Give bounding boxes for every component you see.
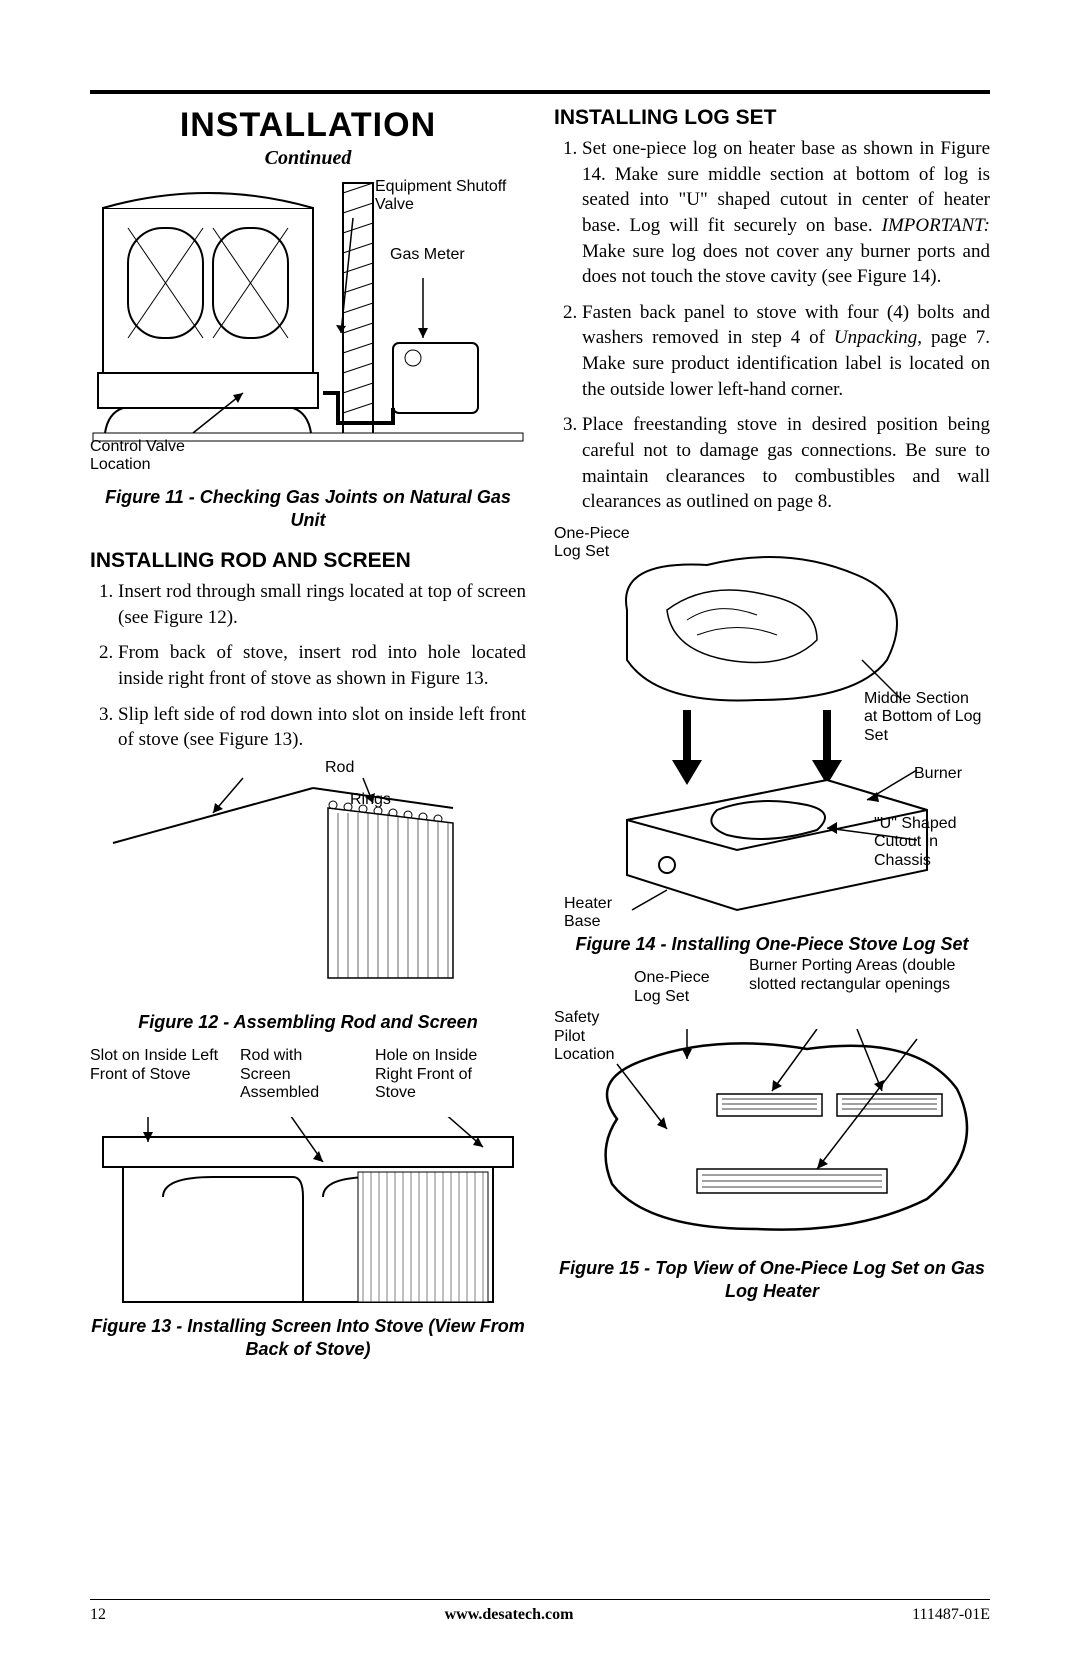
figure-12: Rod Rings (90, 763, 526, 1003)
rod-screen-steps: Insert rod through small rings located a… (90, 579, 526, 753)
footer-doc-id: 111487-01E (912, 1606, 990, 1624)
figure-12-diagram (90, 763, 526, 993)
label-u-cutout: "U" Shaped Cutout in Chassis (874, 815, 984, 870)
label-one-piece-15: One-Piece Log Set (634, 969, 724, 1006)
label-middle-section: Middle Section at Bottom of Log Set (864, 690, 984, 745)
page-title: INSTALLATION (90, 106, 526, 145)
label-control-valve: Control Valve Location (90, 438, 210, 475)
figure-13-diagram (90, 1117, 526, 1307)
left-column: INSTALLATION Continued (90, 106, 526, 1374)
figure-14-caption: Figure 14 - Installing One-Piece Stove L… (554, 933, 990, 956)
rod-step-1: Insert rod through small rings located a… (118, 579, 526, 630)
label-hole: Hole on Inside Right Front of Stove (375, 1047, 515, 1102)
page-footer: 12 www.desatech.com 111487-01E (90, 1599, 990, 1624)
footer-page-number: 12 (90, 1606, 106, 1624)
rod-step-2: From back of stove, insert rod into hole… (118, 640, 526, 691)
label-heater-base: Heater Base (564, 895, 634, 932)
log-step-2: Fasten back panel to stove with four (4)… (582, 300, 990, 403)
figure-13-caption: Figure 13 - Installing Screen Into Stove… (90, 1315, 526, 1360)
label-rod: Rod (325, 759, 354, 777)
continued-label: Continued (90, 147, 526, 170)
figure-11-caption: Figure 11 - Checking Gas Joints on Natur… (90, 486, 526, 531)
footer-url: www.desatech.com (445, 1606, 574, 1624)
rod-step-3: Slip left side of rod down into slot on … (118, 702, 526, 753)
rod-screen-heading: INSTALLING ROD AND SCREEN (90, 549, 526, 573)
right-column: INSTALLING LOG SET Set one-piece log on … (554, 106, 990, 1374)
figure-11: Equipment Shutoff Valve Gas Meter Contro… (90, 178, 526, 478)
label-burner: Burner (914, 765, 962, 783)
figure-13: Slot on Inside Left Front of Stove Rod w… (90, 1047, 526, 1307)
label-burner-porting: Burner Porting Areas (double slotted rec… (749, 957, 979, 994)
label-equip-shutoff: Equipment Shutoff Valve (375, 178, 510, 215)
two-column-layout: INSTALLATION Continued (90, 106, 990, 1374)
figure-15: One-Piece Log Set Burner Porting Areas (… (554, 969, 990, 1249)
label-slot: Slot on Inside Left Front of Stove (90, 1047, 220, 1084)
figure-14: One-Piece Log Set (554, 525, 990, 925)
figure-11-diagram (90, 178, 526, 448)
log-step-1: Set one-piece log on heater base as show… (582, 136, 990, 290)
label-rod-assembled: Rod with Screen Assembled (240, 1047, 350, 1102)
top-rule (90, 90, 990, 94)
figure-12-caption: Figure 12 - Assembling Rod and Screen (90, 1011, 526, 1034)
log-step-3: Place freestanding stove in desired posi… (582, 412, 990, 515)
log-set-heading: INSTALLING LOG SET (554, 106, 990, 130)
figure-15-diagram (554, 1029, 990, 1239)
label-gas-meter: Gas Meter (390, 246, 465, 264)
log-set-steps: Set one-piece log on heater base as show… (554, 136, 990, 515)
label-rings: Rings (350, 791, 391, 809)
figure-15-caption: Figure 15 - Top View of One-Piece Log Se… (554, 1257, 990, 1302)
